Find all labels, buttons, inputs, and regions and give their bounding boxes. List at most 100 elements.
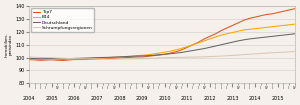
B14	[78, 58, 82, 59]
Top7	[169, 52, 172, 54]
Schrumpfungsregionen	[44, 57, 48, 58]
B14	[208, 38, 211, 40]
B14	[180, 48, 183, 49]
Schrumpfungsregionen	[78, 58, 82, 59]
Top7	[123, 57, 127, 58]
Deutschland	[56, 58, 59, 59]
Top7	[202, 38, 206, 40]
Legend: Top7, B14, Deutschland, Schrumpfungsregionen: Top7, B14, Deutschland, Schrumpfungsregi…	[31, 8, 94, 32]
B14	[152, 53, 155, 55]
B14	[95, 58, 99, 59]
B14	[276, 26, 279, 27]
Schrumpfungsregionen	[163, 57, 166, 58]
Schrumpfungsregionen	[157, 57, 161, 59]
Deutschland	[281, 34, 285, 36]
Deutschland	[84, 58, 87, 59]
Top7	[225, 27, 229, 29]
Deutschland	[33, 58, 37, 59]
Top7	[214, 33, 217, 34]
Schrumpfungsregionen	[287, 51, 291, 52]
Schrumpfungsregionen	[27, 56, 31, 58]
B14	[270, 26, 274, 27]
Top7	[95, 58, 99, 60]
Schrumpfungsregionen	[276, 52, 279, 53]
Schrumpfungsregionen	[135, 58, 138, 59]
Schrumpfungsregionen	[191, 56, 195, 58]
B14	[123, 56, 127, 57]
Schrumpfungsregionen	[180, 57, 183, 58]
Top7	[61, 60, 65, 61]
Schrumpfungsregionen	[236, 54, 240, 56]
Schrumpfungsregionen	[225, 55, 229, 56]
Schrumpfungsregionen	[67, 58, 70, 59]
B14	[157, 52, 161, 54]
Top7	[293, 8, 296, 9]
Line: Schrumpfungsregionen: Schrumpfungsregionen	[29, 51, 295, 59]
Schrumpfungsregionen	[112, 58, 116, 60]
B14	[197, 42, 200, 43]
Deutschland	[89, 57, 93, 58]
Top7	[185, 47, 189, 48]
B14	[293, 24, 296, 25]
Top7	[287, 9, 291, 11]
Deutschland	[118, 56, 121, 57]
Schrumpfungsregionen	[169, 57, 172, 58]
Deutschland	[197, 49, 200, 50]
Deutschland	[208, 47, 211, 48]
Deutschland	[174, 52, 178, 54]
Deutschland	[169, 53, 172, 54]
Top7	[191, 44, 195, 45]
Schrumpfungsregionen	[265, 52, 268, 54]
Top7	[89, 58, 93, 60]
Top7	[140, 56, 144, 58]
Deutschland	[236, 40, 240, 41]
Line: Deutschland: Deutschland	[29, 34, 295, 59]
Deutschland	[276, 35, 279, 36]
Top7	[27, 59, 31, 60]
Schrumpfungsregionen	[106, 58, 110, 60]
Deutschland	[27, 58, 31, 59]
Deutschland	[157, 54, 161, 55]
Top7	[248, 18, 251, 19]
Line: Top7: Top7	[29, 9, 295, 60]
B14	[84, 58, 87, 59]
Schrumpfungsregionen	[61, 58, 65, 59]
Schrumpfungsregionen	[152, 58, 155, 59]
Deutschland	[242, 39, 245, 41]
B14	[225, 33, 229, 34]
Top7	[106, 58, 110, 59]
Top7	[101, 58, 104, 59]
B14	[231, 32, 234, 33]
B14	[248, 29, 251, 30]
Schrumpfungsregionen	[56, 57, 59, 59]
Schrumpfungsregionen	[202, 56, 206, 57]
Top7	[152, 55, 155, 56]
Schrumpfungsregionen	[231, 55, 234, 56]
Top7	[112, 58, 116, 59]
Schrumpfungsregionen	[123, 58, 127, 60]
Deutschland	[253, 38, 257, 39]
Schrumpfungsregionen	[146, 58, 149, 59]
Top7	[281, 11, 285, 12]
Deutschland	[140, 55, 144, 57]
Schrumpfungsregionen	[293, 51, 296, 52]
Top7	[78, 59, 82, 60]
Deutschland	[219, 44, 223, 45]
Deutschland	[135, 55, 138, 57]
Deutschland	[44, 58, 48, 59]
Schrumpfungsregionen	[50, 57, 53, 58]
Top7	[118, 57, 121, 58]
Schrumpfungsregionen	[118, 58, 121, 60]
Top7	[129, 57, 133, 58]
Schrumpfungsregionen	[270, 52, 274, 53]
B14	[236, 31, 240, 32]
Deutschland	[265, 36, 268, 38]
Schrumpfungsregionen	[214, 56, 217, 57]
B14	[259, 27, 262, 29]
B14	[185, 46, 189, 47]
Deutschland	[112, 56, 116, 58]
Deutschland	[61, 58, 65, 60]
B14	[61, 59, 65, 60]
Deutschland	[50, 58, 53, 59]
Deutschland	[101, 57, 104, 58]
